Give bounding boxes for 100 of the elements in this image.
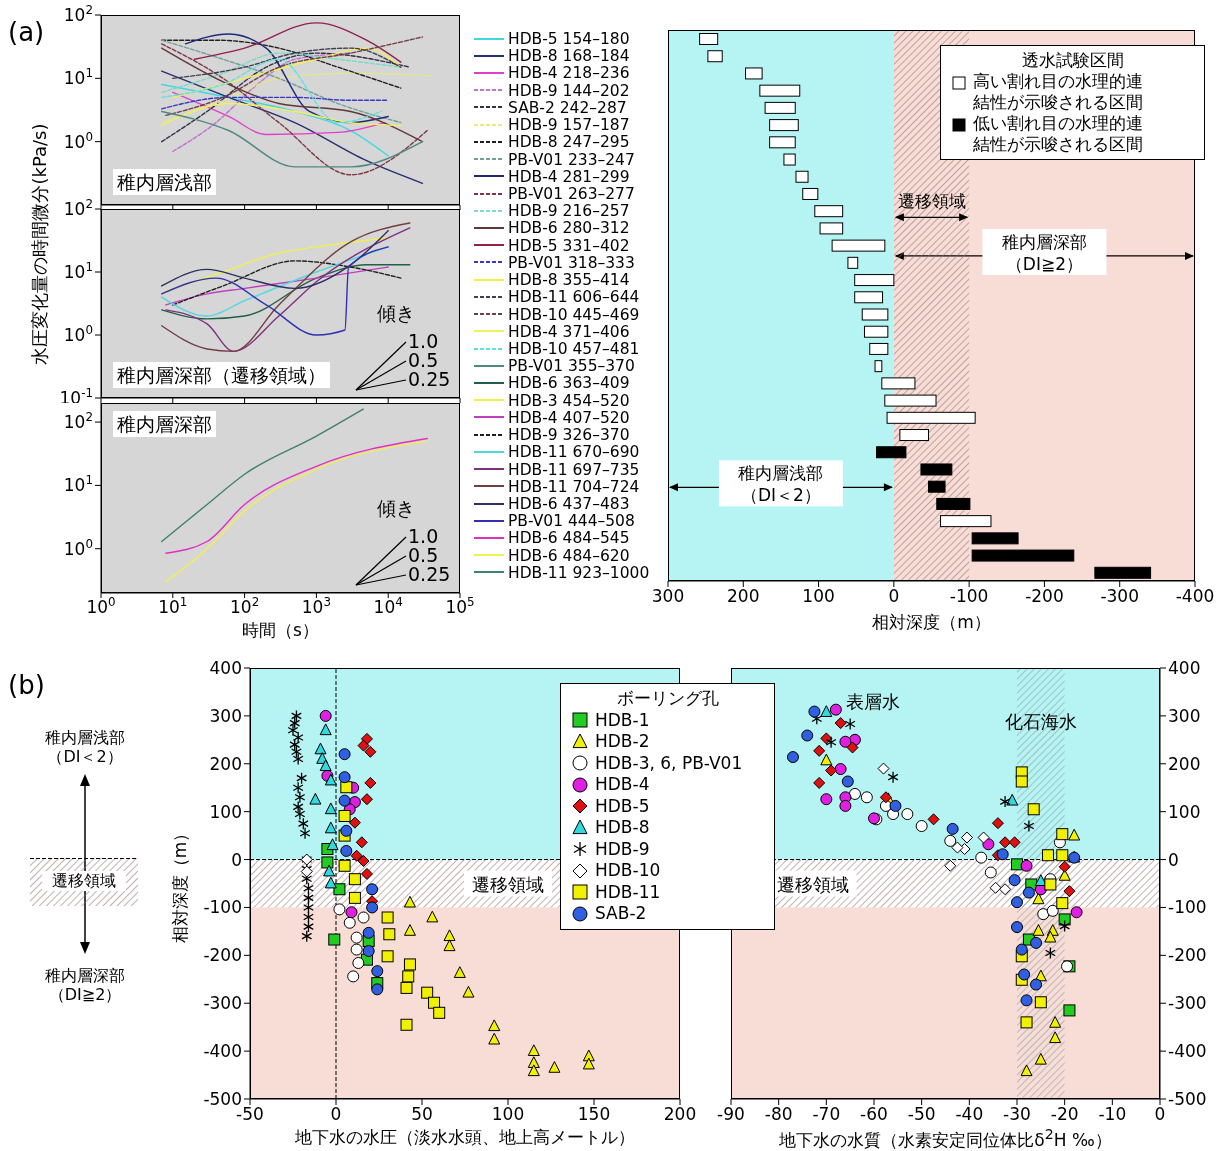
text: 稚内層深部（DI≧2）	[40, 966, 130, 1004]
x-tick-label: -50	[907, 1103, 936, 1124]
y-tick-label: 10$^{0}$	[63, 536, 93, 559]
text: (a)	[8, 17, 45, 47]
y-tick-label: -400	[203, 1041, 242, 1062]
y-tick-label: 200	[1168, 753, 1201, 774]
y-tick-label: -200	[203, 945, 242, 966]
y-tick-label: HDB-6 363–409	[508, 374, 630, 393]
legend-label: 高い割れ目の水理的連結性が示唆される区間	[973, 71, 1144, 113]
x-tick-label: 200	[663, 1103, 697, 1124]
legend-label: HDB-3, 6, PB-V01	[595, 752, 743, 774]
y-tick-label: HDB-9 216–257	[508, 202, 630, 221]
y-tick-label: HDB-11 923–1000	[508, 563, 650, 582]
legend-title: 透水試験区間	[1020, 50, 1125, 71]
y-tick-label: HDB-8 355–414	[508, 271, 630, 290]
x-tick-label: -60	[860, 1103, 888, 1124]
annotation: 1.0	[408, 330, 439, 352]
y-tick-label: HDB-6 484–545	[508, 529, 630, 548]
x-axis-title: 相対深度（m）	[871, 611, 992, 634]
x-tick-label: 10$^{4}$	[373, 594, 403, 617]
y-tick-label: 10$^{1}$	[63, 473, 93, 496]
y-tick-label: HDB-11 670–690	[508, 443, 640, 462]
y-tick-label: HDB-11 697–735	[508, 460, 640, 479]
y-tick-label: HDB-6 437–483	[508, 494, 630, 513]
legend-label: HDB-8	[595, 817, 650, 839]
y-tick-label: 200	[209, 753, 242, 774]
y-tick-label: PB-V01 263–277	[508, 185, 635, 203]
y-tick-label: HDB-11 704–724	[508, 477, 640, 496]
y-tick-label: HDB-6 484–620	[508, 546, 630, 565]
text: 稚内層浅部（DI＜2）	[40, 728, 130, 766]
y-tick-label: HDB-4 371–406	[508, 322, 630, 341]
y-tick-label: -200	[1168, 945, 1207, 966]
x-tick-label: 10$^{1}$	[158, 594, 188, 617]
legend-label: HDB-11	[595, 881, 661, 903]
y-tick-label: -300	[203, 993, 242, 1014]
x-tick-label: -300	[1100, 585, 1140, 606]
x-tick-label: 0	[888, 585, 900, 606]
x-tick-label: -200	[1025, 585, 1064, 606]
y-tick-label: -100	[1168, 897, 1207, 918]
y-tick-label: HDB-9 144–202	[508, 81, 630, 100]
x-tick-label: 10$^{0}$	[86, 594, 116, 617]
legend-label: HDB-9	[595, 838, 650, 860]
text: 稚内層深部（遷移領域）	[113, 362, 330, 388]
y-tick-label: 10$^{2}$	[63, 2, 93, 25]
y-tick-label: 0	[231, 849, 242, 870]
y-tick-label: 10$^{2}$	[63, 196, 93, 219]
y-tick-label: SAB-2 242–287	[508, 98, 627, 117]
y-tick-label: 10$^{0}$	[63, 322, 93, 345]
x-tick-label: 200	[727, 585, 760, 606]
x-tick-label: 0	[1154, 1103, 1166, 1124]
y-axis-title: 相対深度（m）	[168, 824, 191, 943]
y-tick-label: PB-V01 233–247	[508, 150, 635, 169]
y-tick-label: 400	[209, 657, 242, 678]
y-tick-label: 10$^{0}$	[63, 129, 93, 152]
x-tick-label: -30	[1003, 1103, 1031, 1124]
y-tick-label: -100	[203, 897, 242, 918]
x-tick-label: -40	[955, 1103, 984, 1124]
y-tick-label: 0	[1168, 849, 1179, 870]
y-tick-label: 10$^{2}$	[63, 410, 93, 433]
x-tick-label: 100	[491, 1103, 525, 1124]
text: 稚内層深部	[113, 411, 216, 437]
x-tick-label: 150	[577, 1103, 611, 1124]
y-tick-label: -400	[1168, 1041, 1207, 1062]
y-tick-label: -500	[1168, 1088, 1207, 1109]
y-tick-label: HDB-4 218–236	[508, 64, 630, 83]
x-tick-label: -90	[717, 1103, 745, 1124]
y-tick-label: HDB-9 157–187	[508, 116, 630, 135]
y-tick-label: HDB-6 280–312	[508, 219, 630, 238]
y-tick-label: 300	[1168, 705, 1201, 726]
annotation: 傾き	[377, 302, 415, 324]
x-tick-label: -70	[812, 1103, 841, 1124]
legend-label: 低い割れ目の水理的連結性が示唆される区間	[973, 113, 1144, 155]
y-tick-label: 10$^{1}$	[63, 259, 93, 282]
band-label: 遷移領域	[776, 873, 849, 895]
band-label: 化石海水	[1004, 711, 1077, 732]
y-tick-label: 10$^{1}$	[63, 66, 93, 89]
band-label: 遷移領域	[897, 191, 966, 212]
x-tick-label: 10$^{2}$	[229, 594, 260, 617]
annotation: 表層水	[845, 689, 900, 714]
x-tick-label: -100	[949, 585, 989, 606]
annotation: 1.0	[408, 525, 439, 547]
y-axis-title: 水圧変化量の時間微分(kPa/s)	[28, 123, 51, 364]
y-tick-label: HDB-10 457–481	[508, 339, 640, 358]
x-tick-label: -20	[1050, 1103, 1079, 1124]
annotation: 傾き	[377, 497, 415, 519]
text: 稚内層浅部	[113, 169, 216, 195]
legend-label: HDB-2	[595, 731, 650, 753]
text: (b)	[8, 670, 45, 700]
band-label: 遷移領域	[472, 873, 544, 895]
y-tick-label: HDB-5 154–180	[508, 30, 630, 49]
y-tick-label: PB-V01 444–508	[508, 512, 635, 531]
x-axis-title: 地下水の水質（水素安定同位体比δ$^{2}$H ‰）	[778, 1126, 1113, 1151]
y-tick-label: 400	[1168, 657, 1201, 678]
legend-label: HDB-10	[595, 860, 661, 882]
text: 遷移領域	[42, 871, 126, 891]
y-tick-label: HDB-8 168–184	[508, 47, 630, 66]
legend-label: HDB-5	[595, 795, 650, 817]
y-tick-label: HDB-3 454–520	[508, 391, 630, 410]
y-tick-label: 100	[1168, 801, 1201, 822]
legend-label: HDB-4	[595, 774, 650, 796]
